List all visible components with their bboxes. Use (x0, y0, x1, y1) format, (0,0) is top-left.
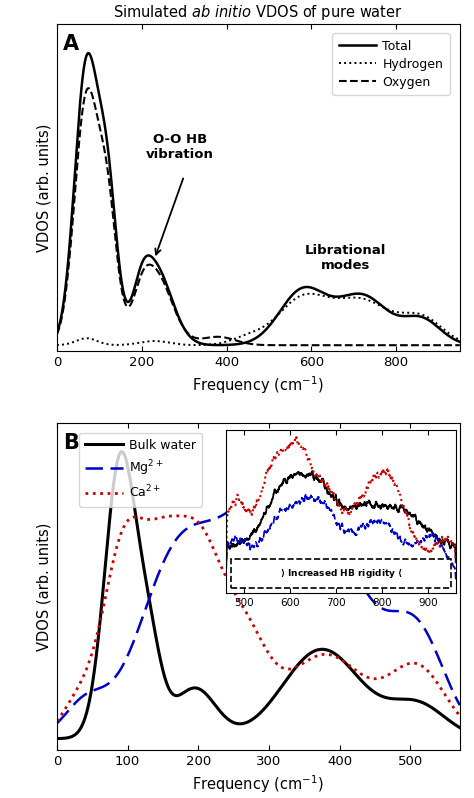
Y-axis label: VDOS (arb. units): VDOS (arb. units) (36, 124, 51, 251)
Text: B: B (63, 433, 79, 452)
X-axis label: Frequency (cm$^{-1}$): Frequency (cm$^{-1}$) (192, 374, 324, 396)
Legend: Total, Hydrogen, Oxygen: Total, Hydrogen, Oxygen (332, 34, 449, 95)
Legend: Bulk water, Mg$^{2+}$, Ca$^{2+}$: Bulk water, Mg$^{2+}$, Ca$^{2+}$ (79, 433, 202, 507)
Text: O-O HB
vibration: O-O HB vibration (146, 133, 214, 161)
Text: Librational
modes: Librational modes (305, 244, 386, 272)
X-axis label: Frequency (cm$^{-1}$): Frequency (cm$^{-1}$) (192, 773, 324, 796)
Text: A: A (63, 34, 79, 53)
Y-axis label: VDOS (arb. units): VDOS (arb. units) (36, 523, 51, 650)
Title: Simulated $\it{ab\ initio}$ VDOS of pure water: Simulated $\it{ab\ initio}$ VDOS of pure… (113, 3, 403, 22)
